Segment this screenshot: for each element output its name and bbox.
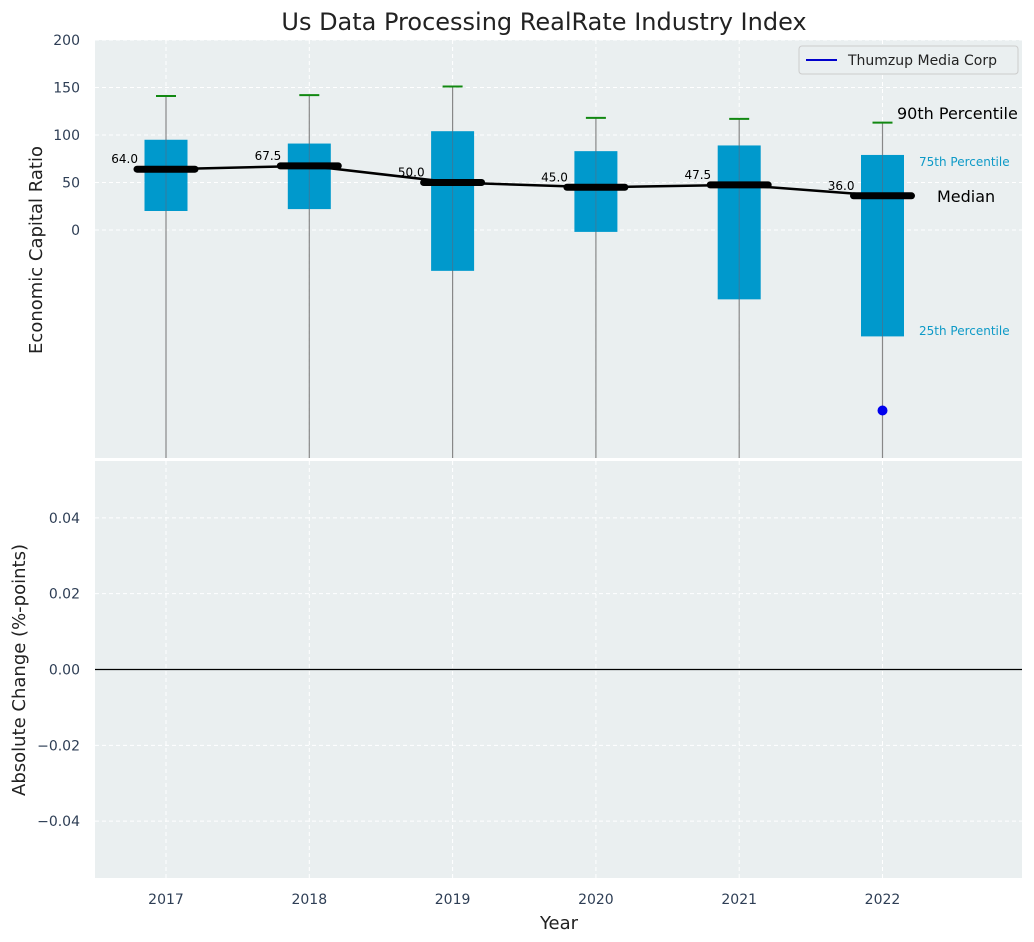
company-points <box>877 405 888 416</box>
company-point <box>877 405 888 416</box>
bottom-panel: −0.04−0.020.000.020.04 2017 2018 2019 2020 2… <box>9 461 1022 934</box>
bottom-y-ticks: −0.04 −0.02 0.00 0.02 0.04 <box>37 511 80 830</box>
bottom-y-tick-label: 0.00 <box>49 663 80 679</box>
top-y-tick-label: 50 <box>62 176 80 192</box>
x-tick-label: 2019 <box>435 892 471 908</box>
top-y-tick-label: 0 <box>71 223 80 239</box>
top-y-tick-label: 100 <box>53 128 80 144</box>
median-label: 64.0 <box>111 152 138 166</box>
annotation-25th: 25th Percentile <box>919 324 1010 338</box>
top-y-axis-label: Economic Capital Ratio <box>26 146 47 354</box>
x-axis-label: Year <box>539 913 579 934</box>
boxplots <box>144 85 904 458</box>
x-ticks: 2017 2018 2019 2020 2021 2022 <box>148 892 900 908</box>
percentile-annotations: 90th Percentile 75th Percentile Median 2… <box>897 104 1018 338</box>
bottom-y-tick-label: 0.02 <box>49 587 80 603</box>
top-panel: 0 50 100 150 200 64.0 67.5 50.0 45.0 47.5 36.0 90… <box>26 33 1022 458</box>
bottom-y-tick-label: −0.02 <box>37 738 80 754</box>
x-tick-label: 2020 <box>578 892 614 908</box>
legend: Thumzup Media Corp <box>798 45 1019 75</box>
median-label: 45.0 <box>541 170 568 184</box>
top-y-tick-label: 150 <box>53 81 80 97</box>
median-label: 47.5 <box>684 168 711 182</box>
median-label: 67.5 <box>255 149 282 163</box>
chart-title: Us Data Processing RealRate Industry Ind… <box>281 8 806 36</box>
bottom-y-tick-label: −0.04 <box>37 814 80 830</box>
x-tick-label: 2017 <box>148 892 184 908</box>
x-tick-label: 2018 <box>291 892 327 908</box>
annotation-90th: 90th Percentile <box>897 104 1018 123</box>
x-tick-label: 2022 <box>865 892 901 908</box>
x-tick-label: 2021 <box>721 892 757 908</box>
median-label: 50.0 <box>398 166 425 180</box>
legend-entry: Thumzup Media Corp <box>847 53 997 69</box>
bottom-y-tick-label: 0.04 <box>49 511 80 527</box>
median-label: 36.0 <box>828 179 855 193</box>
bottom-y-axis-label: Absolute Change (%-points) <box>9 544 30 796</box>
legend-box <box>798 45 1019 75</box>
top-y-tick-label: 200 <box>53 33 80 49</box>
annotation-75th: 75th Percentile <box>919 155 1010 169</box>
top-y-ticks: 0 50 100 150 200 <box>53 33 80 239</box>
median-marks: 64.0 67.5 50.0 45.0 47.5 36.0 <box>111 149 915 200</box>
annotation-median: Median <box>937 187 995 206</box>
